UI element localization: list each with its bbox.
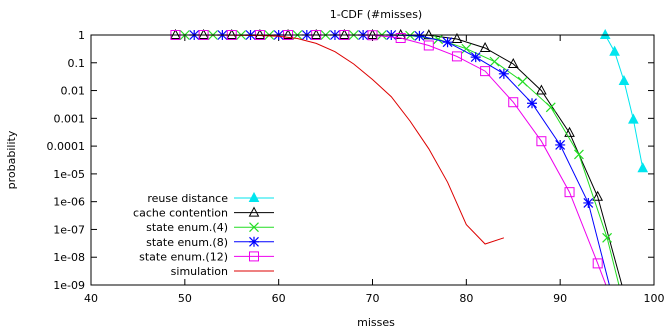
data-point — [489, 56, 500, 67]
legend-label: simulation — [171, 265, 228, 278]
data-point — [451, 32, 463, 43]
data-point — [249, 236, 259, 247]
plot-frame — [90, 34, 655, 286]
data-point — [555, 139, 566, 150]
data-point — [423, 40, 434, 51]
x-tick-label: 80 — [459, 292, 473, 305]
y-tick-label: 1e-05 — [53, 168, 85, 181]
y-tick-label: 1e-07 — [53, 223, 85, 236]
data-point — [461, 43, 472, 54]
data-point — [433, 34, 444, 45]
data-point — [564, 126, 575, 137]
series-cache-contention — [170, 29, 623, 285]
series-state-enum-12 — [170, 30, 607, 285]
data-point — [545, 102, 556, 113]
x-tick-label: 40 — [84, 292, 98, 305]
legend-label: state enum.(8) — [146, 236, 228, 249]
data-point — [310, 29, 322, 39]
data-point — [480, 66, 491, 77]
data-point — [254, 29, 266, 39]
data-point — [249, 222, 259, 233]
data-point — [599, 29, 611, 39]
y-tick-label: 1e-06 — [53, 196, 85, 209]
legend-label: cache contention — [133, 207, 228, 220]
y-tick-label: 0.0001 — [47, 140, 86, 153]
data-point — [628, 113, 639, 124]
x-tick-label: 90 — [553, 292, 567, 305]
data-point — [249, 251, 259, 262]
data-point — [609, 45, 620, 56]
data-point — [470, 52, 481, 63]
series-state-enum-4 — [179, 30, 620, 285]
data-point — [637, 162, 649, 173]
data-point — [226, 29, 238, 39]
x-tick-label: 60 — [272, 292, 286, 305]
y-tick-label: 0.1 — [68, 57, 86, 70]
data-point — [517, 76, 528, 87]
data-point — [508, 97, 519, 108]
data-point — [592, 190, 604, 201]
x-axis-title: misses — [357, 316, 395, 327]
legend-label: reuse distance — [147, 192, 228, 205]
y-tick-label: 0.001 — [54, 112, 86, 125]
data-point — [602, 232, 613, 243]
y-tick-label: 1e-09 — [53, 279, 85, 292]
y-axis-title: probability — [5, 130, 18, 189]
data-point — [198, 29, 209, 39]
data-point — [170, 29, 181, 39]
data-point — [527, 98, 538, 109]
data-point — [414, 30, 425, 41]
data-point — [423, 29, 435, 40]
data-point — [583, 197, 594, 208]
x-tick-label: 50 — [178, 292, 192, 305]
data-point — [395, 32, 406, 43]
data-point — [618, 74, 630, 86]
data-point — [536, 84, 547, 95]
y-tick-label: 0.01 — [61, 85, 86, 98]
data-point — [248, 206, 260, 217]
data-point — [592, 258, 603, 269]
data-point — [498, 68, 509, 79]
data-point — [248, 191, 260, 202]
y-tick-label: 1e-08 — [53, 251, 85, 264]
x-tick-label: 70 — [366, 292, 380, 305]
data-point — [536, 136, 547, 147]
data-point — [507, 57, 519, 69]
legend-label: state enum.(12) — [139, 250, 228, 263]
axis-ticks: 40 50 60 70 80 90 100 1 0.1 0.01 0.001 0.0001 1e-05 1… — [47, 29, 665, 305]
series-reuse-distance — [599, 29, 649, 173]
data-point — [367, 29, 378, 39]
data-point — [339, 29, 350, 39]
y-tick-label: 1 — [78, 29, 85, 42]
data-point — [479, 41, 491, 53]
data-point — [442, 37, 453, 48]
chart-title: 1-CDF (#misses) — [330, 8, 422, 21]
data-point — [564, 187, 575, 198]
series-state-enum-8 — [189, 30, 610, 285]
data-point — [282, 29, 294, 39]
series-line — [175, 34, 623, 285]
legend-label: state enum.(4) — [146, 221, 228, 234]
data-point — [574, 149, 584, 160]
data-point — [451, 51, 462, 62]
x-tick-label: 100 — [644, 292, 665, 305]
